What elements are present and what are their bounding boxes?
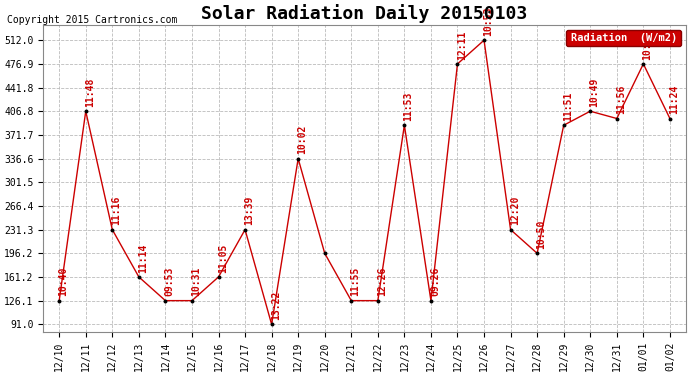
Text: 11:53: 11:53	[404, 92, 413, 121]
Point	[664, 116, 676, 122]
Point	[239, 226, 250, 232]
Text: 11:51: 11:51	[563, 92, 573, 121]
Text: 10:31: 10:31	[191, 267, 201, 297]
Point	[373, 298, 384, 304]
Text: 10:40: 10:40	[59, 267, 68, 297]
Point	[54, 298, 65, 304]
Text: 10:53: 10:53	[483, 7, 493, 36]
Text: Copyright 2015 Cartronics.com: Copyright 2015 Cartronics.com	[7, 15, 177, 25]
Point	[399, 122, 410, 128]
Point	[531, 251, 542, 257]
Text: 11:56: 11:56	[616, 85, 626, 114]
Text: 09:53: 09:53	[165, 267, 175, 297]
Text: 11:14: 11:14	[138, 243, 148, 273]
Point	[611, 116, 622, 122]
Text: 10:02: 10:02	[297, 125, 307, 154]
Text: 11:48: 11:48	[85, 78, 95, 107]
Text: 11:05: 11:05	[217, 243, 228, 273]
Point	[186, 298, 197, 304]
Point	[133, 274, 144, 280]
Text: 11:24: 11:24	[669, 85, 679, 114]
Text: 12:20: 12:20	[510, 196, 520, 225]
Point	[319, 251, 331, 257]
Text: 10:49: 10:49	[589, 78, 600, 107]
Text: 10:: 10:	[642, 42, 653, 60]
Text: 09:26: 09:26	[430, 267, 440, 297]
Title: Solar Radiation Daily 20150103: Solar Radiation Daily 20150103	[201, 4, 528, 23]
Point	[452, 61, 463, 67]
Text: 13:39: 13:39	[244, 196, 254, 225]
Point	[505, 226, 516, 232]
Point	[638, 61, 649, 67]
Point	[80, 108, 91, 114]
Text: 11:55: 11:55	[351, 267, 360, 297]
Point	[107, 226, 118, 232]
Text: 12:26: 12:26	[377, 267, 387, 297]
Text: 11:16: 11:16	[112, 196, 121, 225]
Point	[266, 321, 277, 327]
Text: 12:11: 12:11	[457, 30, 466, 60]
Point	[426, 298, 437, 304]
Point	[160, 298, 171, 304]
Text: 10:50: 10:50	[536, 220, 546, 249]
Point	[346, 298, 357, 304]
Point	[558, 122, 569, 128]
Point	[584, 108, 595, 114]
Point	[478, 37, 489, 43]
Point	[213, 274, 224, 280]
Text: 13:22: 13:22	[270, 291, 281, 320]
Point	[293, 156, 304, 162]
Legend: Radiation  (W/m2): Radiation (W/m2)	[566, 30, 680, 46]
